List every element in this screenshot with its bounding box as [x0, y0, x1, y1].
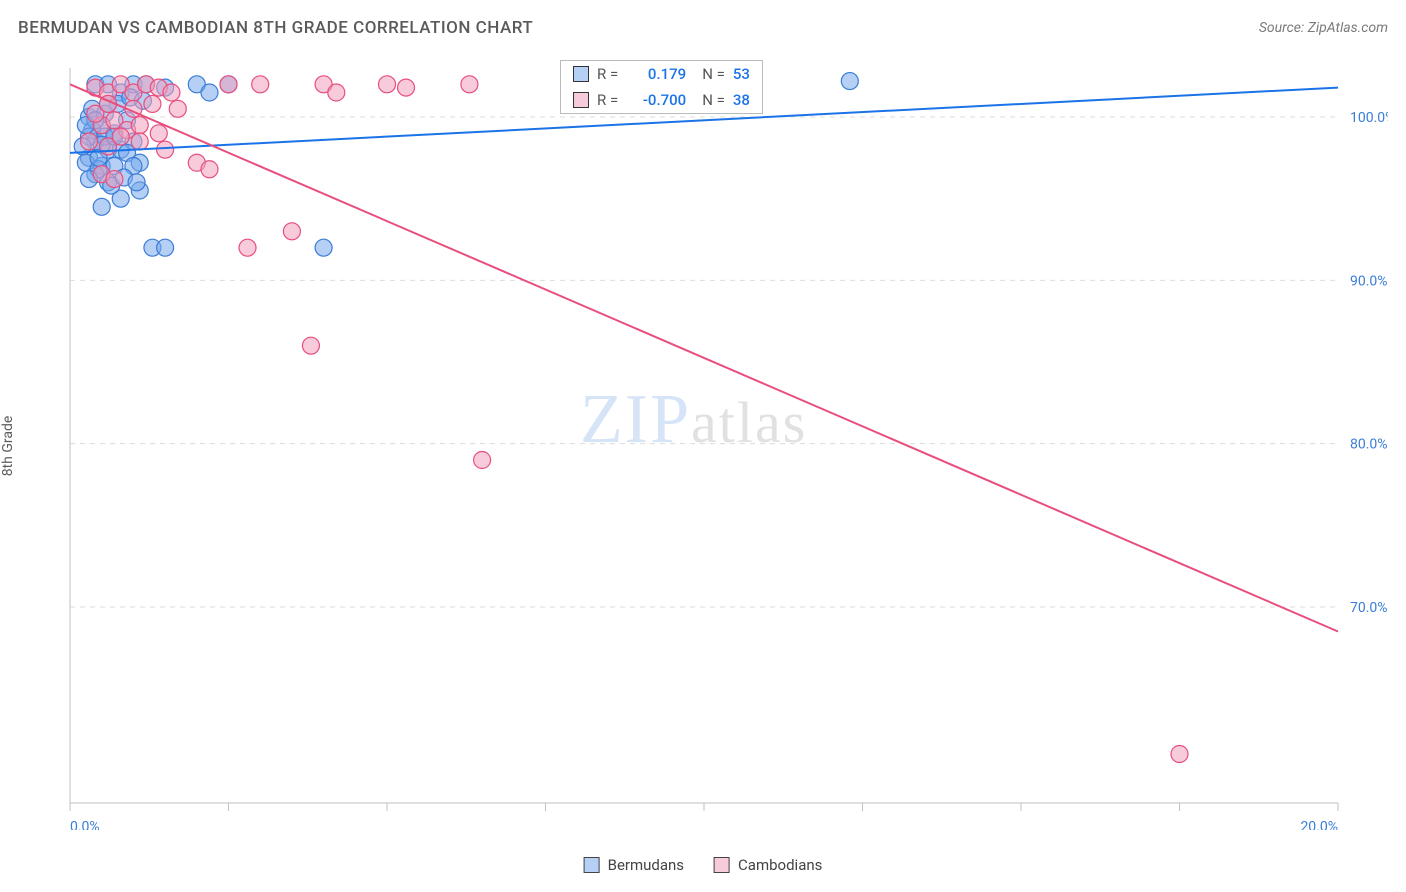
chart-title: BERMUDAN VS CAMBODIAN 8TH GRADE CORRELAT… [18, 18, 533, 38]
legend-row-cambodians: R = -0.700 N = 38 [561, 87, 762, 113]
swatch-blue [584, 857, 600, 873]
swatch-blue [573, 66, 589, 82]
n-value-cambodians: 38 [733, 91, 750, 109]
r-value-bermudans: 0.179 [626, 65, 686, 83]
svg-text:100.0%: 100.0% [1350, 110, 1388, 126]
svg-text:80.0%: 80.0% [1350, 437, 1388, 453]
svg-text:20.0%: 20.0% [1300, 819, 1338, 830]
source-text: Source: ZipAtlas.com [1259, 20, 1388, 36]
svg-text:0.0%: 0.0% [70, 819, 100, 830]
swatch-pink [573, 92, 589, 108]
r-label: R = [597, 65, 618, 83]
series-legend: Bermudans Cambodians [584, 856, 823, 874]
n-value-bermudans: 53 [733, 65, 750, 83]
legend-label: Bermudans [608, 856, 684, 874]
svg-text:70.0%: 70.0% [1350, 600, 1388, 616]
correlation-legend: R = 0.179 N = 53 R = -0.700 N = 38 [560, 60, 763, 114]
y-axis-label: 8th Grade [0, 416, 16, 477]
swatch-pink [714, 857, 730, 873]
r-label: R = [597, 91, 618, 109]
svg-text:90.0%: 90.0% [1350, 273, 1388, 289]
legend-row-bermudans: R = 0.179 N = 53 [561, 61, 762, 87]
legend-label: Cambodians [738, 856, 822, 874]
r-value-cambodians: -0.700 [626, 91, 686, 109]
n-label: N = [702, 65, 725, 83]
legend-item-cambodians: Cambodians [714, 856, 822, 874]
scatter-chart: 70.0% 80.0% 90.0% 100.0% 0.0% 20.0% [50, 50, 1388, 830]
legend-item-bermudans: Bermudans [584, 856, 684, 874]
n-label: N = [702, 91, 725, 109]
